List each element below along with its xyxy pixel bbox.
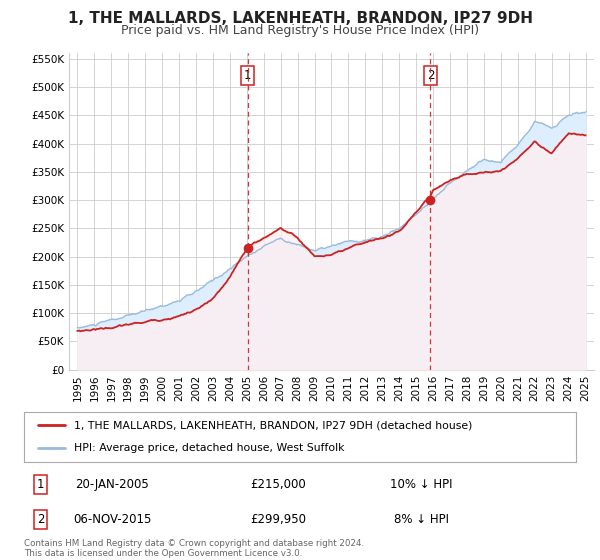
Text: 1, THE MALLARDS, LAKENHEATH, BRANDON, IP27 9DH: 1, THE MALLARDS, LAKENHEATH, BRANDON, IP… bbox=[67, 11, 533, 26]
Text: Price paid vs. HM Land Registry's House Price Index (HPI): Price paid vs. HM Land Registry's House … bbox=[121, 24, 479, 36]
Text: 1, THE MALLARDS, LAKENHEATH, BRANDON, IP27 9DH (detached house): 1, THE MALLARDS, LAKENHEATH, BRANDON, IP… bbox=[74, 420, 472, 430]
Text: 2: 2 bbox=[427, 69, 434, 82]
Text: 10% ↓ HPI: 10% ↓ HPI bbox=[390, 478, 452, 491]
Text: 1: 1 bbox=[37, 478, 44, 491]
Text: £215,000: £215,000 bbox=[250, 478, 306, 491]
Text: 1: 1 bbox=[244, 69, 251, 82]
Text: 8% ↓ HPI: 8% ↓ HPI bbox=[394, 512, 449, 526]
Text: 2: 2 bbox=[37, 512, 44, 526]
Text: HPI: Average price, detached house, West Suffolk: HPI: Average price, detached house, West… bbox=[74, 444, 344, 454]
Text: £299,950: £299,950 bbox=[250, 512, 306, 526]
Text: 20-JAN-2005: 20-JAN-2005 bbox=[76, 478, 149, 491]
Text: 06-NOV-2015: 06-NOV-2015 bbox=[73, 512, 152, 526]
Text: Contains HM Land Registry data © Crown copyright and database right 2024.
This d: Contains HM Land Registry data © Crown c… bbox=[24, 539, 364, 558]
